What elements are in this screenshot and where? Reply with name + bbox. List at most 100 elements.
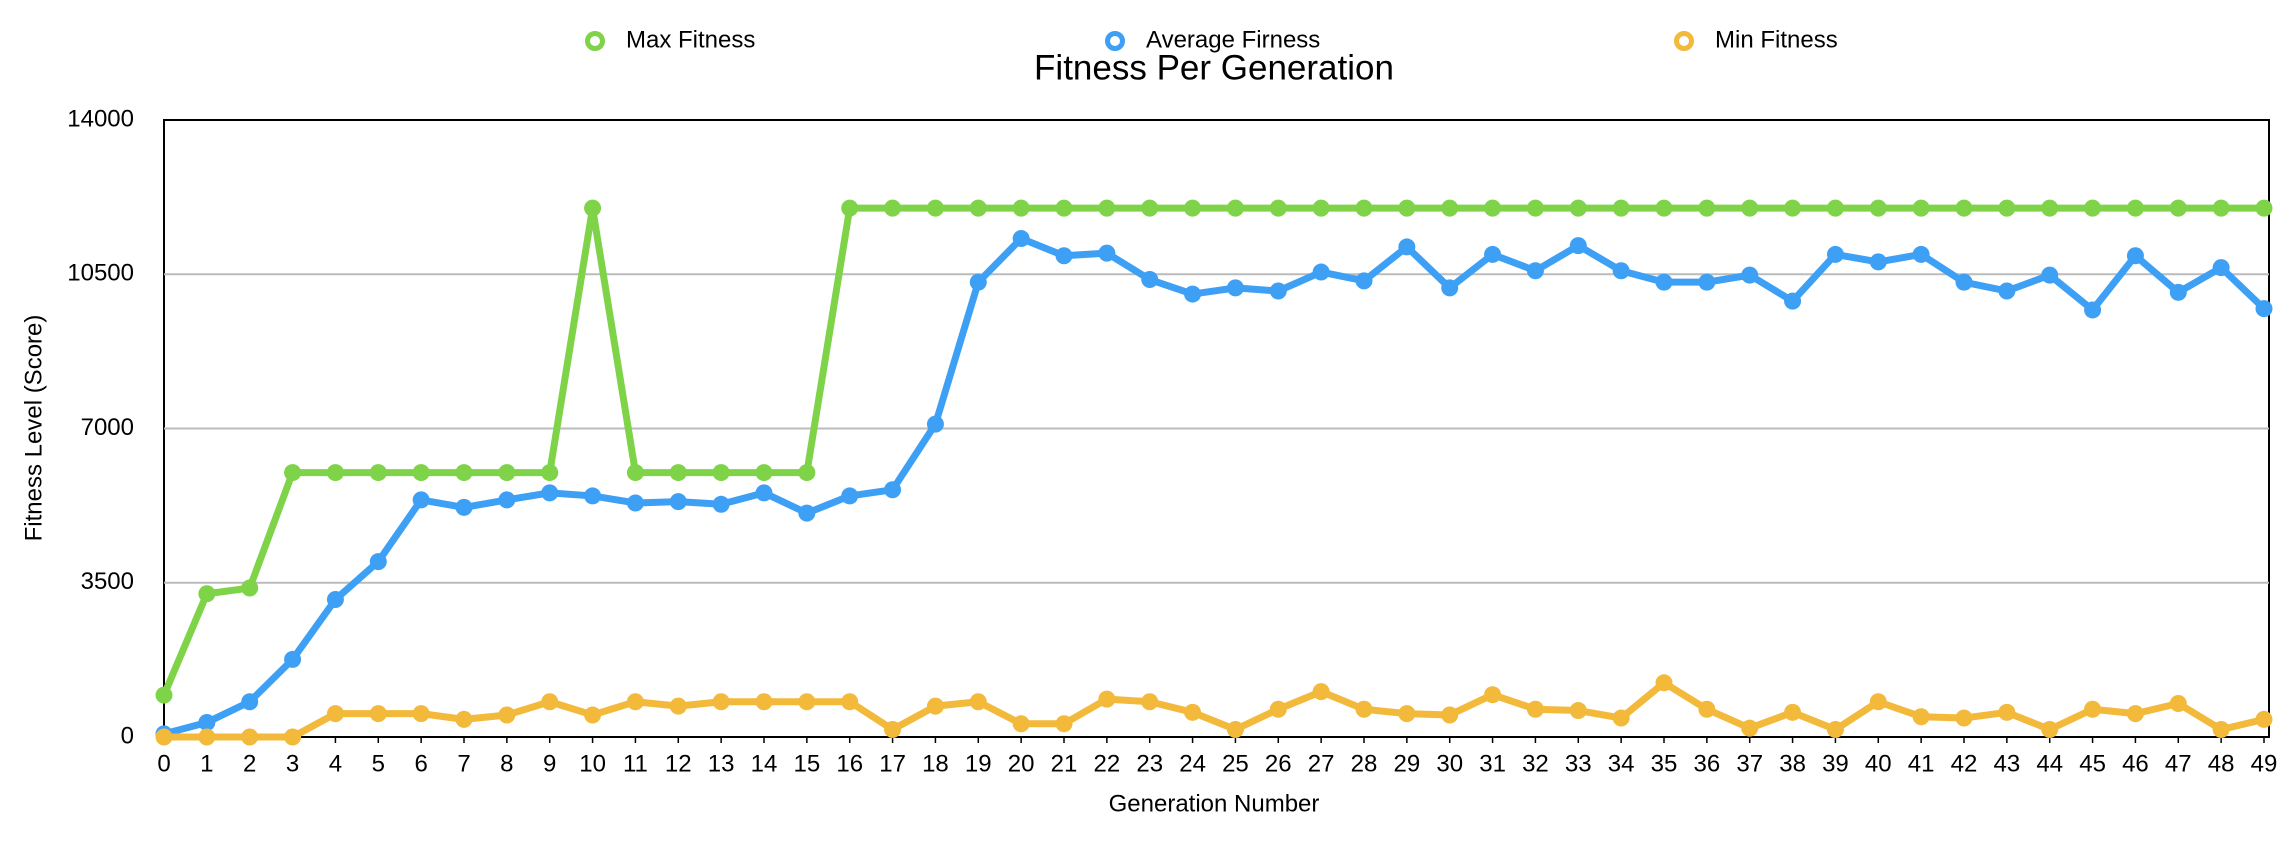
data-point bbox=[498, 464, 516, 482]
data-point bbox=[1655, 674, 1673, 692]
data-point bbox=[2084, 199, 2102, 217]
data-point bbox=[1312, 263, 1330, 281]
data-point bbox=[541, 693, 559, 711]
data-point bbox=[1269, 282, 1287, 300]
x-tick-label: 48 bbox=[2208, 750, 2235, 777]
data-point bbox=[1184, 285, 1202, 303]
data-point bbox=[1312, 199, 1330, 217]
data-point bbox=[1741, 199, 1759, 217]
data-point bbox=[755, 464, 773, 482]
x-tick-label: 35 bbox=[1651, 750, 1678, 777]
data-point bbox=[669, 697, 687, 715]
x-tick-label: 34 bbox=[1608, 750, 1635, 777]
data-point bbox=[2041, 199, 2059, 217]
data-point bbox=[541, 484, 559, 502]
data-point bbox=[1055, 199, 1073, 217]
data-point bbox=[326, 464, 344, 482]
x-tick-label: 14 bbox=[751, 750, 778, 777]
data-point bbox=[1141, 271, 1159, 289]
x-tick-label: 17 bbox=[879, 750, 906, 777]
data-point bbox=[455, 464, 473, 482]
data-point bbox=[2169, 695, 2187, 713]
x-tick-label: 24 bbox=[1179, 750, 1206, 777]
data-point bbox=[369, 705, 387, 723]
data-point bbox=[241, 579, 259, 597]
data-point bbox=[1484, 245, 1502, 263]
data-point bbox=[626, 693, 644, 711]
data-point bbox=[241, 693, 259, 711]
x-tick-label: 33 bbox=[1565, 750, 1592, 777]
data-point bbox=[1312, 683, 1330, 701]
legend-label: Min Fitness bbox=[1715, 26, 1838, 53]
x-tick-label: 9 bbox=[543, 750, 556, 777]
x-tick-label: 28 bbox=[1351, 750, 1378, 777]
data-point bbox=[1912, 245, 1930, 263]
data-point bbox=[455, 710, 473, 728]
data-point bbox=[1184, 703, 1202, 721]
data-point bbox=[926, 415, 944, 433]
data-point bbox=[1698, 199, 1716, 217]
data-point bbox=[1569, 702, 1587, 720]
data-point bbox=[1655, 273, 1673, 291]
data-point bbox=[1226, 721, 1244, 739]
data-point bbox=[1784, 292, 1802, 310]
data-point bbox=[926, 199, 944, 217]
data-point bbox=[841, 693, 859, 711]
data-point bbox=[1269, 700, 1287, 718]
x-tick-label: 18 bbox=[922, 750, 949, 777]
data-point bbox=[969, 273, 987, 291]
data-point bbox=[455, 498, 473, 516]
x-tick-label: 10 bbox=[579, 750, 606, 777]
data-point bbox=[1226, 279, 1244, 297]
data-point bbox=[584, 199, 602, 217]
data-point bbox=[241, 728, 259, 746]
data-point bbox=[284, 464, 302, 482]
data-point bbox=[1098, 690, 1116, 708]
x-tick-label: 22 bbox=[1094, 750, 1121, 777]
data-point bbox=[2041, 266, 2059, 284]
x-tick-label: 3 bbox=[286, 750, 299, 777]
data-point bbox=[2212, 259, 2230, 277]
legend-marker bbox=[1105, 31, 1125, 51]
data-point bbox=[1398, 199, 1416, 217]
data-point bbox=[369, 464, 387, 482]
data-point bbox=[1955, 199, 1973, 217]
data-point bbox=[798, 504, 816, 522]
x-tick-label: 44 bbox=[2036, 750, 2063, 777]
chart-title: Fitness Per Generation bbox=[1034, 48, 1394, 87]
x-tick-label: 36 bbox=[1694, 750, 1721, 777]
x-tick-label: 8 bbox=[500, 750, 513, 777]
data-point bbox=[1869, 253, 1887, 271]
data-point bbox=[1355, 700, 1373, 718]
data-point bbox=[284, 728, 302, 746]
data-point bbox=[1698, 700, 1716, 718]
data-point bbox=[1612, 709, 1630, 727]
data-point bbox=[2126, 247, 2144, 265]
x-tick-label: 1 bbox=[200, 750, 213, 777]
x-tick-label: 40 bbox=[1865, 750, 1892, 777]
data-point bbox=[2255, 710, 2273, 728]
x-tick-label: 49 bbox=[2251, 750, 2278, 777]
data-point bbox=[1698, 273, 1716, 291]
data-point bbox=[2169, 199, 2187, 217]
data-point bbox=[2084, 700, 2102, 718]
data-point bbox=[1398, 705, 1416, 723]
data-point bbox=[412, 491, 430, 509]
y-tick-label: 7000 bbox=[81, 414, 134, 441]
data-point bbox=[1569, 199, 1587, 217]
data-point bbox=[498, 491, 516, 509]
data-point bbox=[1526, 199, 1544, 217]
data-point bbox=[541, 464, 559, 482]
data-point bbox=[1612, 199, 1630, 217]
data-point bbox=[884, 199, 902, 217]
data-point bbox=[1869, 693, 1887, 711]
x-tick-label: 19 bbox=[965, 750, 992, 777]
data-point bbox=[1955, 709, 1973, 727]
y-tick-label: 0 bbox=[121, 722, 134, 749]
x-tick-label: 32 bbox=[1522, 750, 1549, 777]
data-point bbox=[1569, 237, 1587, 255]
data-point bbox=[1441, 199, 1459, 217]
y-tick-label: 3500 bbox=[81, 568, 134, 595]
data-point bbox=[1441, 279, 1459, 297]
data-point bbox=[1012, 715, 1030, 733]
